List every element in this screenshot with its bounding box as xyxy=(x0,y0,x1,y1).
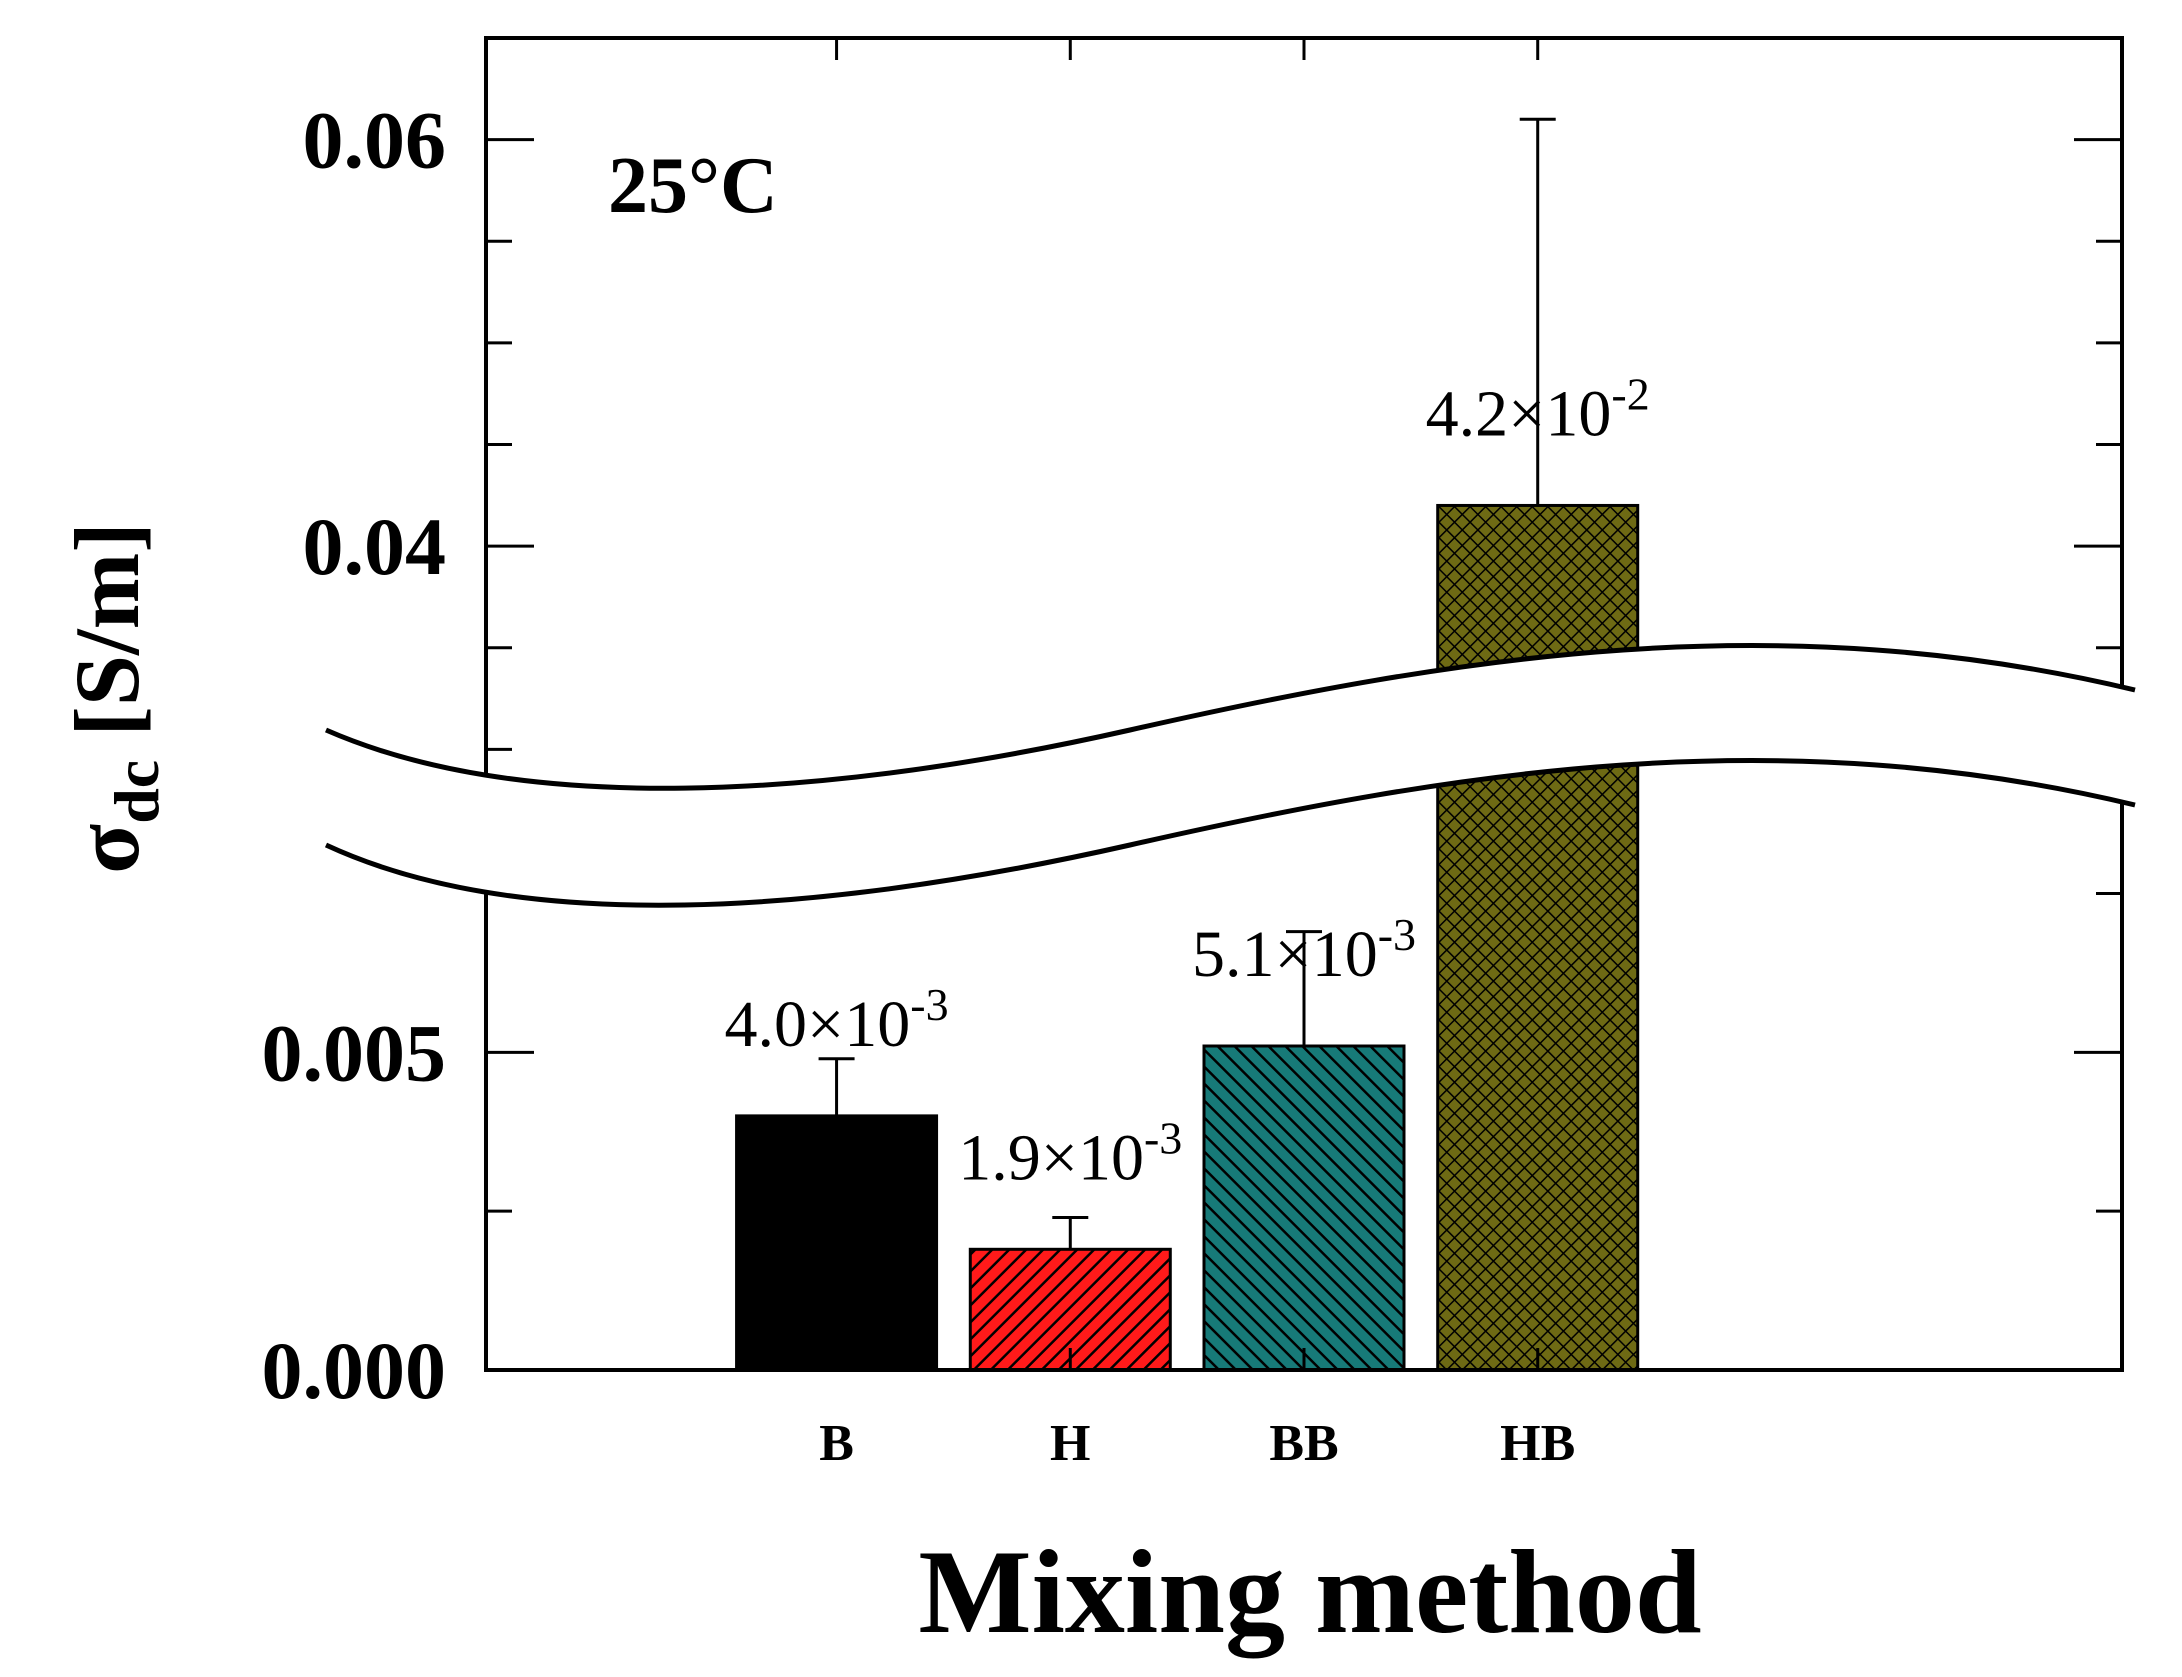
y-tick-label: 0.04 xyxy=(303,501,447,592)
bar-bb xyxy=(1202,1044,1406,1372)
data-label-h: 1.9×10-3 xyxy=(958,1112,1182,1194)
x-axis-title: Mixing method xyxy=(918,1525,1701,1659)
plot-frame: 0.000 0.005 0.04 0.06 xyxy=(262,36,2124,1416)
error-bar-bb xyxy=(1286,930,1322,1046)
error-bar-h xyxy=(1052,1216,1089,1250)
temperature-annotation: 25°C xyxy=(608,142,778,230)
y-axis-subscript: dc xyxy=(101,760,172,824)
y-axis-title: σdc [S/m] xyxy=(56,522,172,874)
y-tick-label: 0.000 xyxy=(262,1325,447,1416)
error-bars-layer xyxy=(818,117,1556,1250)
y-axis-unit: [S/m] xyxy=(56,522,158,760)
bar-b xyxy=(735,1114,939,1372)
x-tick-label-hb: HB xyxy=(1500,1415,1575,1472)
axis-break-line-upper xyxy=(324,643,2136,791)
error-bar-b xyxy=(818,1057,855,1116)
y-tick-label: 0.005 xyxy=(262,1007,447,1098)
error-bar-hb xyxy=(1519,117,1556,506)
axis-break-line-lower xyxy=(324,758,2136,908)
x-tick-label-b: B xyxy=(819,1415,854,1472)
bar-hb xyxy=(1436,503,1640,1372)
data-label-bb: 5.1×10-3 xyxy=(1192,909,1416,991)
y-axis-symbol: σ xyxy=(56,824,158,874)
data-labels-layer: 4.0×10-3 B 1.9×10-3 H 5.1×10-3 BB 4.2×10-2 HB xyxy=(725,368,1650,1472)
axis-break xyxy=(324,643,2136,908)
bars-layer xyxy=(735,503,1640,1372)
x-tick-label-h: H xyxy=(1050,1415,1090,1472)
y-tick-label: 0.06 xyxy=(303,95,447,186)
axis-break-gap xyxy=(326,645,2135,906)
data-label-hb: 4.2×10-2 xyxy=(1426,368,1650,450)
data-label-b: 4.0×10-3 xyxy=(725,979,949,1061)
x-tick-label-bb: BB xyxy=(1269,1415,1338,1472)
